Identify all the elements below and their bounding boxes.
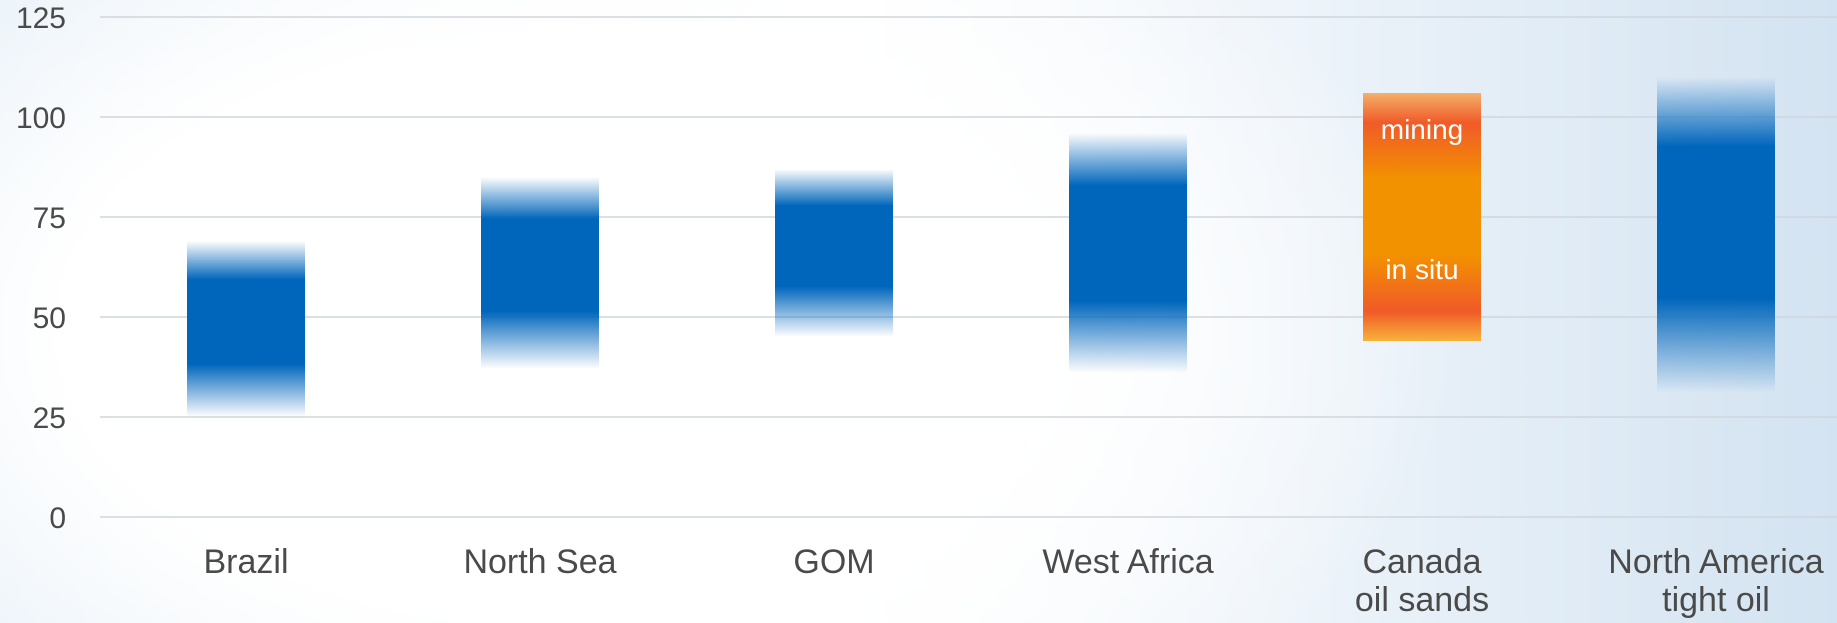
y-tick-label: 25 bbox=[33, 402, 66, 435]
y-axis-ticks: 0 25 50 75 100 125 bbox=[16, 2, 66, 535]
range-bar-highlight bbox=[1363, 93, 1481, 341]
range-bar bbox=[1069, 133, 1187, 373]
y-tick-label: 100 bbox=[16, 102, 66, 135]
range-bar bbox=[1657, 77, 1775, 393]
band-label: in situ bbox=[1385, 254, 1458, 285]
range-bar bbox=[187, 241, 305, 417]
x-category-label: West Africa bbox=[1042, 543, 1213, 581]
band-labels: mining in situ bbox=[1381, 114, 1463, 285]
y-tick-label: 50 bbox=[33, 302, 66, 335]
y-tick-label: 125 bbox=[16, 2, 66, 35]
x-category-label: North America tight oil bbox=[1608, 543, 1823, 619]
range-bars bbox=[187, 77, 1775, 417]
y-tick-label: 75 bbox=[33, 202, 66, 235]
x-axis-categories: Brazil North Sea GOM West Africa Canada oil s… bbox=[203, 543, 1823, 619]
range-bar bbox=[481, 177, 599, 369]
band-label: mining bbox=[1381, 114, 1463, 145]
x-category-label: Brazil bbox=[203, 543, 288, 581]
range-bar bbox=[775, 169, 893, 337]
x-category-label: GOM bbox=[793, 543, 874, 581]
y-tick-label: 0 bbox=[49, 502, 66, 535]
gridlines bbox=[100, 16, 1837, 518]
x-category-label: North Sea bbox=[463, 543, 616, 581]
x-category-label: Canada oil sands bbox=[1355, 543, 1489, 619]
